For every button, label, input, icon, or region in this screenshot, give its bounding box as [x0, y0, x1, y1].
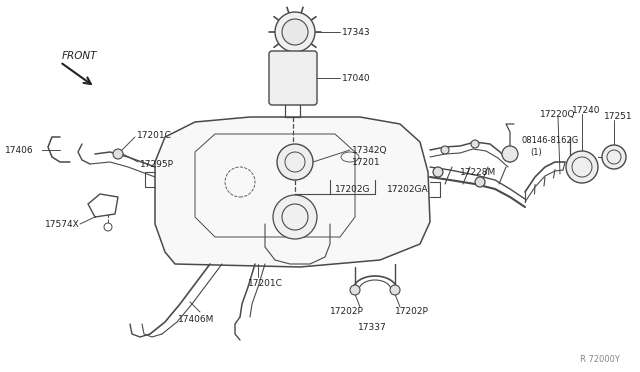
Circle shape	[441, 146, 449, 154]
Circle shape	[277, 144, 313, 180]
Text: 17240: 17240	[572, 106, 600, 115]
Text: 17295P: 17295P	[140, 160, 174, 169]
Text: 17251: 17251	[604, 112, 632, 121]
Circle shape	[275, 12, 315, 52]
Text: FRONT: FRONT	[62, 51, 97, 61]
Text: 17228M: 17228M	[460, 167, 496, 176]
Circle shape	[566, 151, 598, 183]
Circle shape	[433, 167, 443, 177]
Circle shape	[390, 285, 400, 295]
Text: 17343: 17343	[342, 28, 371, 36]
Text: 17406: 17406	[5, 145, 34, 154]
Text: 17220Q: 17220Q	[540, 109, 575, 119]
Circle shape	[282, 19, 308, 45]
FancyBboxPatch shape	[269, 51, 317, 105]
Circle shape	[502, 146, 518, 162]
Circle shape	[602, 145, 626, 169]
Text: 17040: 17040	[342, 74, 371, 83]
Text: 17201: 17201	[352, 157, 381, 167]
Text: S: S	[507, 150, 513, 158]
Text: 17202P: 17202P	[395, 308, 429, 317]
Circle shape	[273, 195, 317, 239]
Text: 17337: 17337	[358, 323, 387, 331]
Circle shape	[475, 177, 485, 187]
Text: 17406M: 17406M	[178, 315, 214, 324]
Text: 17574X: 17574X	[45, 219, 80, 228]
Text: 17201C: 17201C	[137, 131, 172, 140]
Text: 17202P: 17202P	[330, 308, 364, 317]
Text: 17201C: 17201C	[248, 279, 283, 289]
Circle shape	[350, 285, 360, 295]
Circle shape	[113, 149, 123, 159]
Text: (1): (1)	[530, 148, 541, 157]
Text: R 72000Y: R 72000Y	[580, 356, 620, 365]
Polygon shape	[155, 117, 430, 267]
Text: 08146-8162G: 08146-8162G	[522, 135, 579, 144]
Text: 17342Q: 17342Q	[352, 145, 387, 154]
Circle shape	[471, 140, 479, 148]
Text: 17202GA: 17202GA	[387, 185, 429, 193]
Text: 17202G: 17202G	[335, 185, 371, 193]
